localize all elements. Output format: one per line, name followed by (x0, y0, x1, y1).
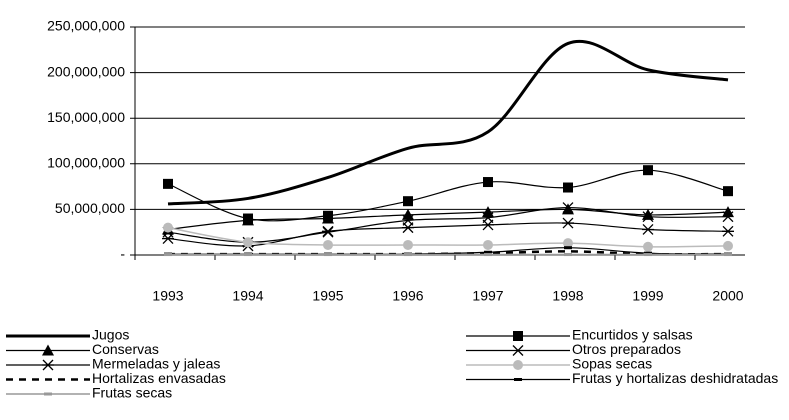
data-point (243, 237, 253, 248)
data-point (562, 203, 574, 215)
data-point (163, 222, 173, 233)
y-tick-label: 100,000,000 (47, 155, 125, 171)
data-point (643, 241, 653, 252)
legend-label: Sopas secas (572, 356, 652, 372)
data-point (642, 211, 654, 223)
data-point (562, 217, 574, 229)
legend-label: Encurtidos y salsas (572, 327, 693, 343)
series-line (167, 206, 729, 243)
legend-marker (513, 360, 523, 370)
x-tick-label: 1994 (232, 288, 263, 304)
series-line (167, 39, 729, 206)
data-point (484, 250, 492, 254)
data-point (163, 178, 173, 189)
data-point (723, 240, 733, 251)
data-point (324, 253, 332, 257)
data-point (244, 253, 252, 257)
data-point (404, 253, 412, 257)
data-point (484, 253, 492, 257)
data-point (563, 238, 573, 249)
legend-label: Mermeladas y jaleas (92, 356, 220, 372)
legend-label: Conservas (92, 341, 159, 357)
y-tick-label: 50,000,000 (55, 200, 125, 216)
data-point (563, 182, 573, 193)
data-point (162, 233, 174, 245)
data-point (724, 253, 732, 257)
x-tick-label: 1999 (632, 288, 663, 304)
legend-label: Frutas secas (92, 385, 172, 401)
y-tick-label: 200,000,000 (47, 63, 125, 79)
data-point (722, 211, 734, 223)
legend-label: Hortalizas envasadas (92, 370, 226, 386)
data-point (642, 224, 654, 235)
x-tick-label: 1996 (392, 288, 423, 304)
data-point (483, 177, 493, 188)
y-tick-label: 250,000,000 (47, 18, 125, 34)
data-point (322, 212, 334, 224)
data-point (164, 253, 172, 257)
data-point (564, 253, 572, 257)
y-tick-label: 150,000,000 (47, 109, 125, 125)
data-point (403, 239, 413, 250)
data-point (723, 186, 733, 197)
data-point (482, 219, 494, 231)
data-point (403, 196, 413, 207)
data-point (402, 222, 414, 234)
data-point (644, 253, 652, 257)
legend-marker (44, 392, 52, 396)
legend-label: Frutas y hortalizas deshidratadas (572, 370, 778, 386)
data-point (562, 202, 574, 214)
data-point (564, 246, 572, 250)
legend-marker (42, 344, 54, 356)
data-point (643, 165, 653, 176)
x-tick-label: 1993 (152, 288, 183, 304)
legend-label: Jugos (92, 327, 129, 343)
x-tick-label: 1997 (472, 288, 503, 304)
data-point (483, 239, 493, 250)
legend-marker (42, 359, 54, 371)
legend-marker (513, 331, 523, 341)
legend-label: Otros preparados (572, 341, 681, 357)
series-line (167, 222, 729, 247)
data-point (722, 225, 734, 237)
series-line (167, 208, 729, 231)
x-tick-label: 1995 (312, 288, 343, 304)
data-point (323, 239, 333, 250)
legend-marker (514, 378, 522, 381)
data-point (242, 214, 254, 226)
x-tick-label: 1998 (552, 288, 583, 304)
data-point (322, 225, 334, 237)
y-tick-label: - (120, 246, 125, 262)
legend-marker (512, 345, 524, 356)
x-tick-label: 2000 (712, 288, 743, 304)
